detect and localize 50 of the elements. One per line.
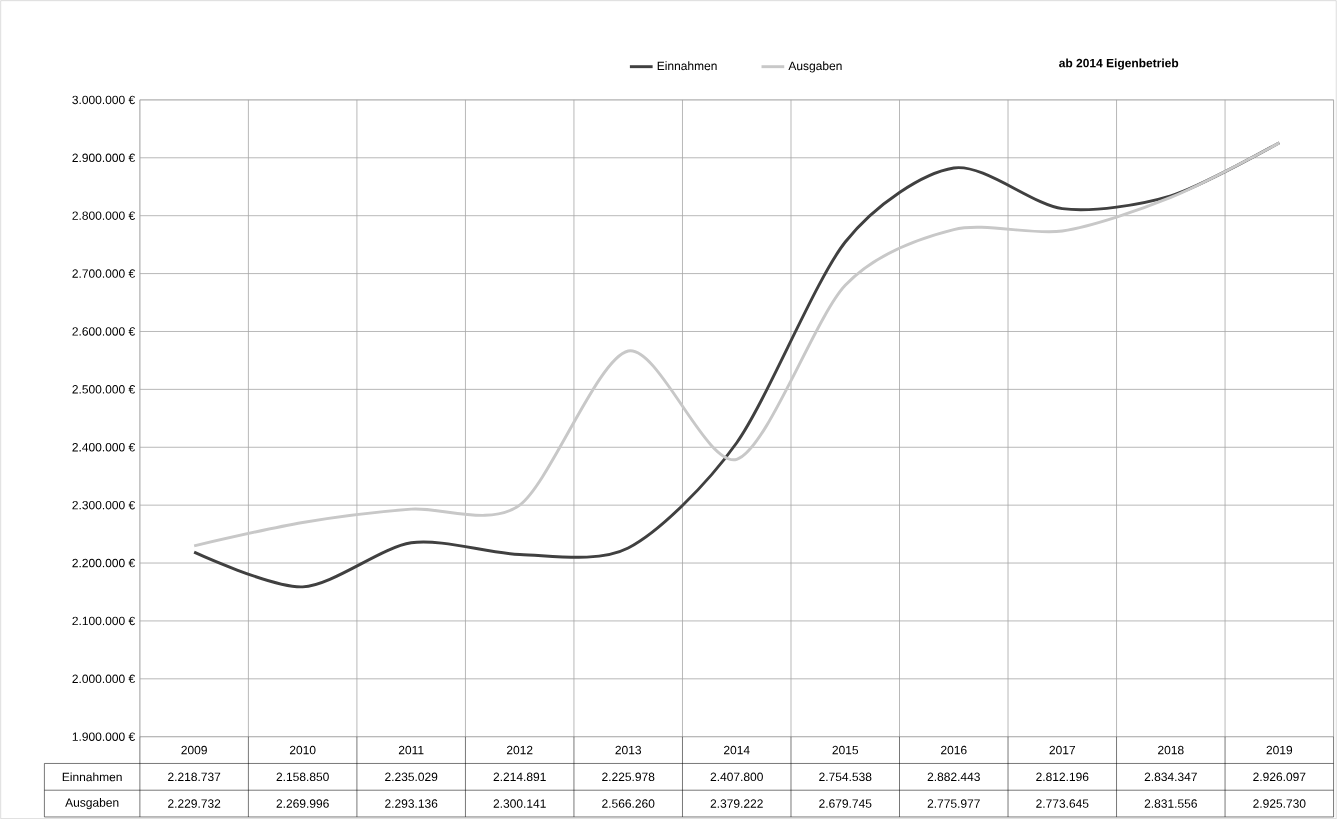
y-tick-label: 2.800.000 € bbox=[72, 211, 135, 220]
x-tick-label: 2018 bbox=[1158, 745, 1184, 755]
data-label: 2.754.538 bbox=[819, 772, 872, 781]
data-label: 2.831.556 bbox=[1144, 799, 1197, 808]
y-tick-label: 2.100.000 € bbox=[72, 616, 135, 626]
data-label: 2.775.977 bbox=[927, 799, 980, 808]
data-label: 2.773.645 bbox=[1036, 799, 1089, 808]
data-label: 2.293.136 bbox=[385, 799, 438, 808]
y-tick-label: 2.700.000 € bbox=[72, 269, 135, 278]
data-label: 2.566.260 bbox=[602, 799, 655, 808]
y-tick-label: 3.000.000 € bbox=[72, 95, 135, 104]
data-label: 2.882.443 bbox=[927, 772, 980, 781]
y-tick-label: 2.300.000 € bbox=[72, 500, 135, 510]
x-tick-label: 2011 bbox=[398, 745, 424, 755]
x-tick-label: 2014 bbox=[724, 745, 750, 755]
data-label: 2.926.097 bbox=[1253, 772, 1306, 781]
y-tick-label: 2.900.000 € bbox=[72, 153, 135, 162]
text: ab 2014 Eigenbetrieb bbox=[1059, 58, 1179, 70]
data-label: 2.214.891 bbox=[493, 772, 546, 781]
data-label: 2.229.732 bbox=[168, 799, 221, 808]
x-tick-label: 2016 bbox=[941, 745, 967, 755]
x-tick-label: 2019 bbox=[1266, 745, 1293, 755]
y-tick-label: 2.200.000 € bbox=[72, 558, 135, 568]
x-tick-label: 2017 bbox=[1049, 745, 1075, 755]
data-label: 2.379.222 bbox=[710, 799, 763, 808]
data-label: 2.812.196 bbox=[1036, 772, 1089, 781]
y-tick-label: 2.600.000 € bbox=[72, 327, 135, 336]
x-tick-label: 2010 bbox=[289, 745, 316, 755]
legend-label: Ausgaben bbox=[788, 61, 842, 73]
data-label: 2.679.745 bbox=[819, 799, 872, 808]
data-label: 2.834.347 bbox=[1144, 772, 1197, 781]
x-tick-label: 2012 bbox=[506, 745, 533, 755]
y-tick-label: 2.400.000 € bbox=[72, 442, 135, 452]
x-tick-label: 2013 bbox=[615, 745, 642, 755]
data-label: 2.218.737 bbox=[168, 772, 221, 781]
data-label: 2.235.029 bbox=[385, 772, 438, 781]
legend-label: Einnahmen bbox=[657, 61, 717, 70]
data-label: 2.269.996 bbox=[276, 799, 329, 808]
data-label: 2.925.730 bbox=[1253, 799, 1306, 808]
data-label: 2.407.800 bbox=[710, 772, 763, 781]
text: Ausgaben bbox=[65, 797, 119, 810]
text: Einnahmen bbox=[62, 772, 122, 782]
data-label: 2.158.850 bbox=[276, 772, 329, 781]
data-label: 2.225.978 bbox=[602, 772, 655, 781]
x-tick-label: 2009 bbox=[181, 745, 207, 755]
data-label: 2.300.141 bbox=[493, 799, 546, 808]
y-tick-label: 2.500.000 € bbox=[72, 384, 135, 394]
x-tick-label: 2015 bbox=[832, 745, 859, 755]
y-tick-label: 2.000.000 € bbox=[72, 674, 135, 683]
y-tick-label: 1.900.000 € bbox=[72, 732, 135, 741]
